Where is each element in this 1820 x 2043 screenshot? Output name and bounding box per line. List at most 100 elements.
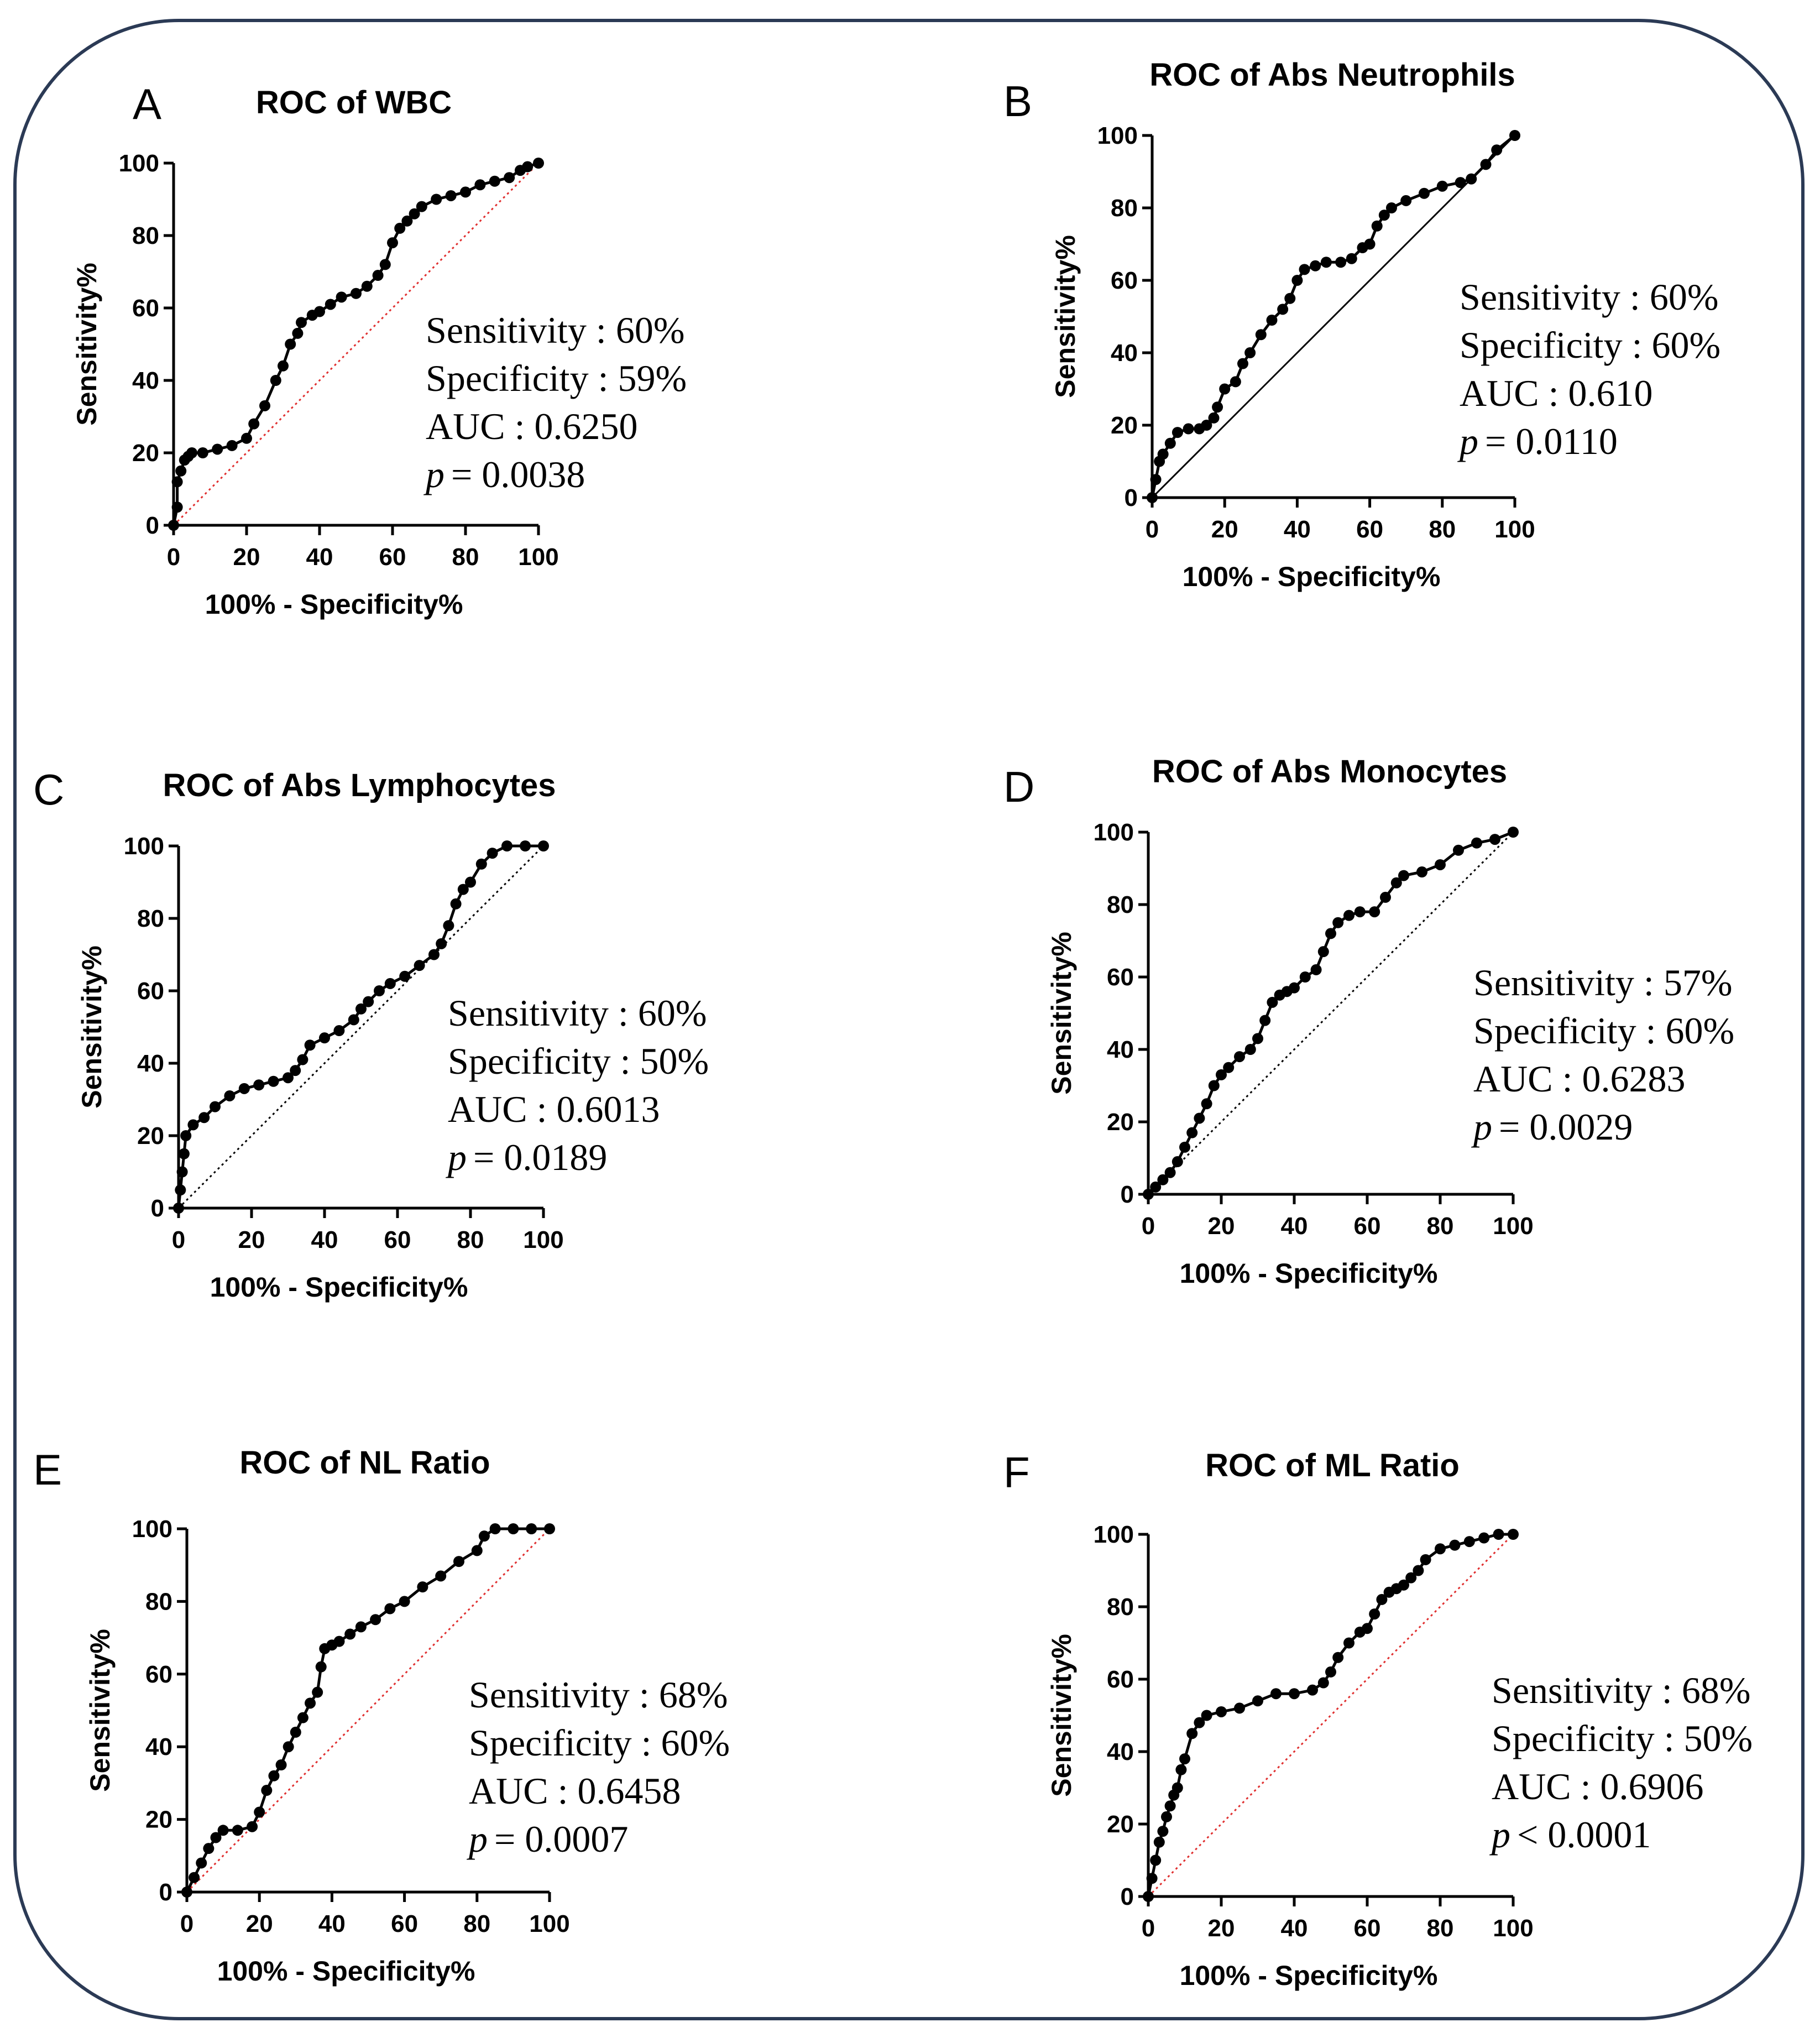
chart-title: ROC of Abs Monocytes [1152, 754, 1507, 790]
roc-data-point [361, 280, 373, 292]
p-value: = 0.0038 [451, 453, 585, 495]
y-tick-label: 0 [146, 512, 159, 539]
chart-title: ROC of NL Ratio [239, 1445, 490, 1481]
p-symbol: p [446, 1136, 467, 1178]
roc-data-point [1252, 1033, 1263, 1044]
roc-data-point [520, 840, 531, 851]
roc-data-point [1164, 1167, 1176, 1178]
figure-frame [13, 19, 1805, 2020]
y-tick-label: 60 [1107, 964, 1134, 991]
x-tick-label: 80 [452, 544, 479, 571]
roc-data-point [1376, 1593, 1388, 1605]
roc-data-point [460, 186, 471, 198]
roc-data-point [475, 858, 487, 870]
roc-data-point [1212, 401, 1223, 413]
roc-data-point [175, 1184, 186, 1196]
roc-data-point [261, 1785, 273, 1796]
stat-line: Specificity : 50% [1492, 1717, 1753, 1759]
x-axis-label: 100% - Specificity% [217, 1956, 475, 1987]
p-value: = 0.0110 [1485, 420, 1618, 462]
roc-data-point [1299, 264, 1310, 275]
roc-data-point [296, 317, 307, 328]
roc-data-point [1153, 1836, 1165, 1848]
roc-data-point [181, 1887, 192, 1898]
roc-data-point [333, 1636, 345, 1647]
roc-data-point [1172, 1156, 1183, 1168]
p-symbol: p [1489, 1814, 1510, 1856]
p-symbol: p [423, 453, 444, 495]
roc-data-point [487, 848, 498, 859]
panel-letter: A [133, 80, 161, 128]
x-tick-label: 80 [1427, 1915, 1454, 1942]
roc-data-point [379, 259, 391, 270]
y-tick-label: 0 [1121, 1181, 1134, 1208]
y-tick-label: 60 [145, 1661, 172, 1688]
p-symbol: p [1457, 420, 1478, 462]
y-tick-label: 40 [137, 1050, 164, 1077]
roc-data-point [1385, 202, 1397, 213]
x-tick-label: 60 [379, 544, 406, 571]
y-tick-label: 100 [124, 833, 164, 860]
y-tick-label: 20 [132, 440, 159, 467]
x-tick-label: 60 [391, 1910, 418, 1937]
chart-title: ROC of Abs Lymphocytes [163, 767, 556, 803]
roc-data-point [416, 201, 427, 212]
x-tick-label: 40 [311, 1226, 338, 1253]
y-tick-label: 80 [1107, 891, 1134, 918]
roc-data-point [304, 1039, 316, 1051]
p-symbol: p [1471, 1106, 1492, 1148]
roc-data-point [374, 985, 385, 996]
roc-data-point [1208, 1080, 1220, 1091]
y-tick-label: 20 [1107, 1811, 1134, 1838]
roc-data-point [1335, 257, 1347, 268]
roc-data-point [1201, 1098, 1212, 1110]
roc-data-point [384, 1603, 396, 1614]
x-axis-label: 100% - Specificity% [205, 589, 463, 620]
roc-data-point [238, 1083, 250, 1094]
roc-data-point [212, 443, 223, 455]
panel-letter: F [1003, 1448, 1030, 1497]
p-value-line: p = 0.0038 [423, 453, 585, 495]
roc-data-point [248, 418, 260, 430]
roc-data-point [297, 1712, 308, 1723]
roc-data-point [1291, 275, 1303, 286]
roc-data-point [1150, 1181, 1162, 1193]
y-tick-label: 40 [1111, 339, 1138, 367]
roc-data-point [1369, 906, 1380, 918]
roc-data-point [1398, 1579, 1409, 1591]
x-tick-label: 100 [1493, 1915, 1533, 1942]
roc-data-point [344, 1628, 356, 1640]
y-tick-label: 80 [145, 1588, 172, 1615]
roc-data-point [210, 1832, 222, 1843]
p-value-line: p = 0.0110 [1457, 420, 1618, 462]
stat-line: AUC : 0.6283 [1473, 1058, 1685, 1100]
x-tick-label: 40 [1281, 1213, 1308, 1240]
x-tick-label: 0 [1142, 1213, 1155, 1240]
roc-data-point [187, 1119, 199, 1131]
roc-data-point [355, 1003, 367, 1015]
roc-data-point [1216, 1069, 1227, 1080]
x-axis-label: 100% - Specificity% [1180, 1258, 1438, 1289]
x-tick-label: 60 [1356, 516, 1383, 543]
roc-data-point [1299, 971, 1311, 983]
chart-title: ROC of ML Ratio [1205, 1448, 1460, 1483]
roc-data-point [226, 440, 238, 451]
reference-diagonal [1151, 134, 1516, 499]
p-value-line: p = 0.0007 [467, 1818, 628, 1860]
y-tick-label: 40 [132, 367, 159, 394]
roc-data-point [1270, 1688, 1282, 1700]
stat-line: AUC : 0.6013 [448, 1088, 660, 1130]
chart-panel-b: B ROC of Abs Neutrophils 00 20 20 40 40 60 60 80 8… [1003, 57, 1720, 592]
roc-data-point [312, 1686, 323, 1698]
roc-data-point [387, 237, 398, 249]
roc-data-point [355, 1621, 367, 1633]
chart-panel-a: A ROC of WBC 00 20 20 40 40 60 60 80 80 100 100 100% … [71, 80, 687, 620]
stat-line: Sensitivity : 60% [1460, 276, 1718, 318]
roc-data-point [1147, 492, 1158, 503]
roc-data-point [254, 1806, 265, 1818]
y-tick-label: 80 [137, 905, 164, 932]
roc-data-point [1320, 257, 1332, 268]
roc-data-point [1453, 844, 1464, 856]
roc-data-point [253, 1079, 265, 1091]
